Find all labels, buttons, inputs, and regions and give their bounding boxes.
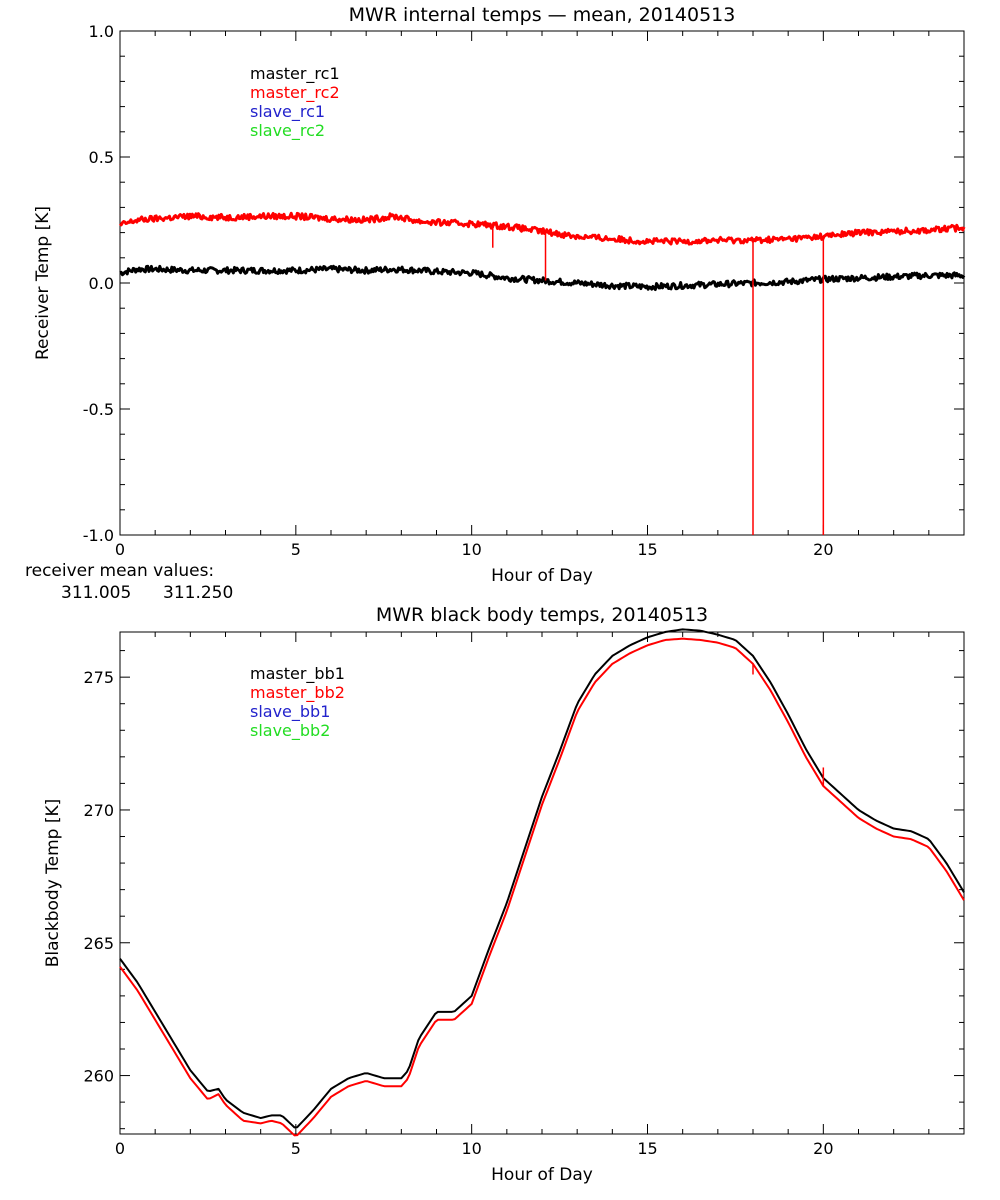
receiver-mean-value-2: 311.250 <box>163 583 233 603</box>
x-tick-label: 0 <box>115 1139 125 1158</box>
y-tick-label: 1.0 <box>89 22 114 41</box>
x-tick-label: 10 <box>461 1139 481 1158</box>
y-tick-label: 0.5 <box>89 148 114 167</box>
receiver-temps-chart: MWR internal temps — mean, 20140513 0 5 10… <box>33 4 966 586</box>
x-axis-label: Hour of Day <box>491 566 593 586</box>
y-tick-label: 265 <box>83 934 114 953</box>
series-group <box>119 628 965 1137</box>
x-tick-label: 15 <box>637 540 657 559</box>
series-line-master_rc2 <box>118 211 966 246</box>
axis-ticks: 0 5 10 15 20 -1.0 -0.5 0.0 0.5 1.0 <box>83 22 965 559</box>
legend-entry-slave-rc2: slave_rc2 <box>250 121 325 141</box>
legend-entry-slave-bb2: slave_bb2 <box>250 721 330 741</box>
legend: master_bb1 master_bb2 slave_bb1 slave_bb… <box>250 664 345 741</box>
receiver-mean-label: receiver mean values: <box>25 561 214 581</box>
y-tick-label: -0.5 <box>83 400 114 419</box>
y-tick-label: 270 <box>83 801 114 820</box>
legend-entry-master-rc2: master_rc2 <box>250 83 340 103</box>
plot-frame <box>119 631 965 1135</box>
legend-entry-master-rc1: master_rc1 <box>250 64 340 84</box>
y-axis-label: Blackbody Temp [K] <box>43 799 63 968</box>
y-axis-label: Receiver Temp [K] <box>33 206 53 360</box>
series-line-master_bb1 <box>119 628 965 1129</box>
x-tick-label: 15 <box>637 1139 657 1158</box>
chart-title: MWR internal temps — mean, 20140513 <box>349 4 736 26</box>
legend-entry-master-bb1: master_bb1 <box>250 664 345 684</box>
x-tick-label: 10 <box>461 540 481 559</box>
series-line-master_bb2 <box>119 637 965 1137</box>
legend-entry-slave-bb1: slave_bb1 <box>250 702 330 722</box>
x-axis-label: Hour of Day <box>491 1165 593 1185</box>
receiver-mean-value-1: 311.005 <box>61 583 131 603</box>
receiver-mean-annotation: receiver mean values: 311.005 311.250 <box>25 561 233 603</box>
legend-entry-slave-rc1: slave_rc1 <box>250 102 325 122</box>
y-tick-label: -1.0 <box>83 526 114 545</box>
legend: master_rc1 master_rc2 slave_rc1 slave_rc… <box>250 64 340 141</box>
chart-title: MWR black body temps, 20140513 <box>376 604 708 626</box>
y-tick-label: 0.0 <box>89 274 114 293</box>
x-tick-label: 0 <box>115 540 125 559</box>
series-group <box>118 211 966 535</box>
series-line-master_rc1 <box>119 264 966 291</box>
y-tick-label: 275 <box>83 668 114 687</box>
x-tick-label: 20 <box>813 540 833 559</box>
x-tick-label: 5 <box>291 1139 301 1158</box>
y-tick-label: 260 <box>83 1067 114 1086</box>
x-tick-label: 20 <box>813 1139 833 1158</box>
axis-ticks: 0 5 10 15 20 260 265 270 275 <box>83 632 965 1158</box>
legend-entry-master-bb2: master_bb2 <box>250 683 345 703</box>
x-tick-label: 5 <box>291 540 301 559</box>
blackbody-temps-chart: MWR black body temps, 20140513 0 5 10 15 20 2… <box>43 604 965 1185</box>
